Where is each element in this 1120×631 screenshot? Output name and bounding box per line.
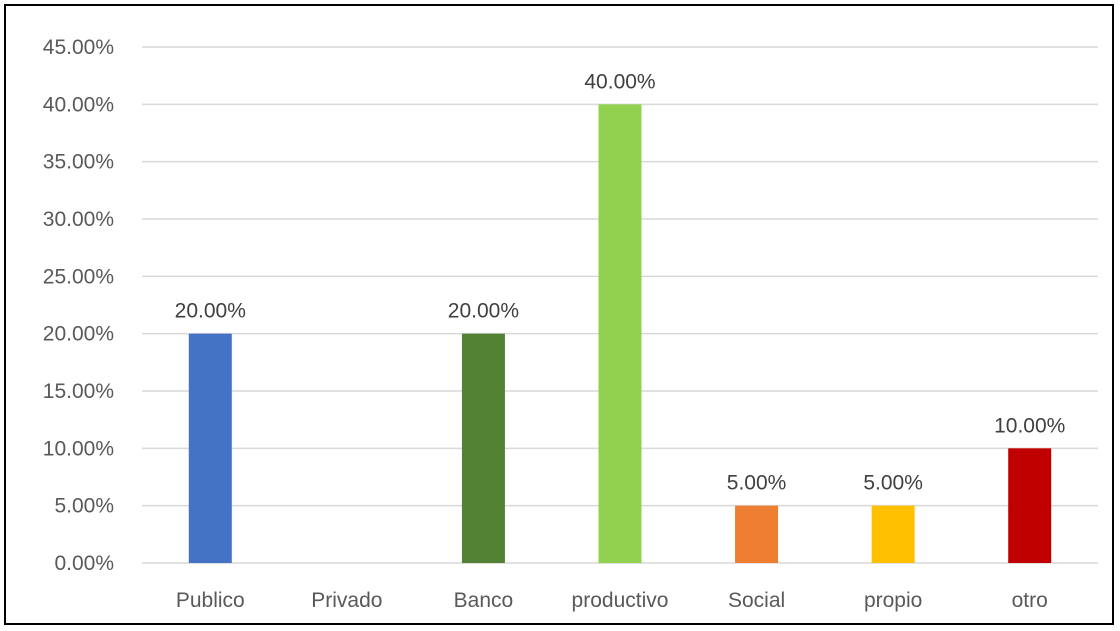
bar-social — [735, 505, 779, 563]
x-tick-label-productivo: productivo — [572, 589, 669, 612]
y-tick-label: 10.00% — [43, 437, 114, 460]
bars — [188, 104, 1052, 563]
data-label-productivo: 40.00% — [584, 70, 655, 93]
y-axis-tick-labels: 0.00% 5.00% 10.00% 15.00% 20.00% 25.00% 30.00%… — [43, 36, 114, 575]
y-tick-label: 25.00% — [43, 265, 114, 288]
data-labels: 20.00% 20.00% 40.00% 5.00% 5.00% 10.00% — [175, 70, 1066, 494]
y-tick-label: 35.00% — [43, 151, 114, 174]
bar-otro — [1008, 448, 1052, 563]
data-label-social: 5.00% — [727, 472, 787, 495]
x-tick-label-banco: Banco — [454, 589, 514, 612]
y-tick-label: 15.00% — [43, 380, 114, 403]
bar-publico — [188, 333, 232, 563]
bar-banco — [461, 333, 505, 563]
x-tick-label-publico: Publico — [176, 589, 245, 612]
data-label-publico: 20.00% — [175, 300, 246, 323]
y-tick-label: 40.00% — [43, 93, 114, 116]
x-tick-label-propio: propio — [864, 589, 922, 612]
x-tick-label-privado: Privado — [311, 589, 382, 612]
y-tick-label: 0.00% — [54, 552, 114, 575]
bar-productivo — [598, 104, 642, 563]
y-tick-label: 45.00% — [43, 36, 114, 59]
x-axis-tick-labels: Publico Privado Banco productivo Social propi… — [176, 589, 1048, 612]
data-label-banco: 20.00% — [448, 300, 519, 323]
data-label-otro: 10.00% — [994, 414, 1065, 437]
x-tick-label-social: Social — [728, 589, 785, 612]
data-label-propio: 5.00% — [863, 472, 923, 495]
bar-propio — [871, 505, 915, 563]
y-tick-label: 20.00% — [43, 323, 114, 346]
y-tick-label: 5.00% — [54, 495, 114, 518]
x-tick-label-otro: otro — [1012, 589, 1048, 612]
y-tick-label: 30.00% — [43, 208, 114, 231]
